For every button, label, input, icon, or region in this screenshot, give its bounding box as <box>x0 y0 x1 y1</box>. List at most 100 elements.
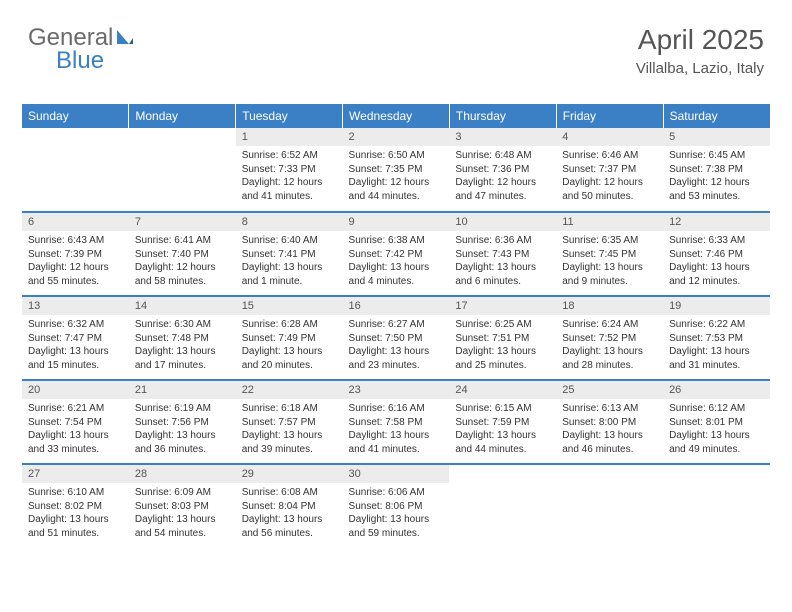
calendar-cell: 22Sunrise: 6:18 AMSunset: 7:57 PMDayligh… <box>236 380 343 464</box>
calendar-cell <box>22 128 129 212</box>
calendar-cell: 24Sunrise: 6:15 AMSunset: 7:59 PMDayligh… <box>449 380 556 464</box>
day-details: Sunrise: 6:33 AMSunset: 7:46 PMDaylight:… <box>663 231 770 294</box>
calendar-cell <box>449 464 556 548</box>
day-number: 13 <box>22 297 129 315</box>
logo-text-2: Blue <box>56 47 104 74</box>
calendar-cell: 12Sunrise: 6:33 AMSunset: 7:46 PMDayligh… <box>663 212 770 296</box>
day-header: Friday <box>556 104 663 128</box>
day-number: 3 <box>449 128 556 146</box>
day-details: Sunrise: 6:43 AMSunset: 7:39 PMDaylight:… <box>22 231 129 294</box>
day-number: 11 <box>556 213 663 231</box>
calendar-cell: 2Sunrise: 6:50 AMSunset: 7:35 PMDaylight… <box>343 128 450 212</box>
day-number: 16 <box>343 297 450 315</box>
day-number: 14 <box>129 297 236 315</box>
day-details: Sunrise: 6:18 AMSunset: 7:57 PMDaylight:… <box>236 399 343 462</box>
day-details: Sunrise: 6:40 AMSunset: 7:41 PMDaylight:… <box>236 231 343 294</box>
day-number: 4 <box>556 128 663 146</box>
calendar-table: SundayMondayTuesdayWednesdayThursdayFrid… <box>22 104 770 548</box>
day-details: Sunrise: 6:15 AMSunset: 7:59 PMDaylight:… <box>449 399 556 462</box>
day-details: Sunrise: 6:10 AMSunset: 8:02 PMDaylight:… <box>22 483 129 546</box>
day-details: Sunrise: 6:52 AMSunset: 7:33 PMDaylight:… <box>236 146 343 209</box>
calendar-cell: 18Sunrise: 6:24 AMSunset: 7:52 PMDayligh… <box>556 296 663 380</box>
day-number: 30 <box>343 465 450 483</box>
day-header: Tuesday <box>236 104 343 128</box>
day-details: Sunrise: 6:50 AMSunset: 7:35 PMDaylight:… <box>343 146 450 209</box>
calendar-cell <box>129 128 236 212</box>
day-number: 28 <box>129 465 236 483</box>
day-number: 9 <box>343 213 450 231</box>
day-header: Saturday <box>663 104 770 128</box>
day-details: Sunrise: 6:48 AMSunset: 7:36 PMDaylight:… <box>449 146 556 209</box>
day-details: Sunrise: 6:13 AMSunset: 8:00 PMDaylight:… <box>556 399 663 462</box>
day-details: Sunrise: 6:21 AMSunset: 7:54 PMDaylight:… <box>22 399 129 462</box>
day-number: 12 <box>663 213 770 231</box>
day-details: Sunrise: 6:45 AMSunset: 7:38 PMDaylight:… <box>663 146 770 209</box>
day-details: Sunrise: 6:28 AMSunset: 7:49 PMDaylight:… <box>236 315 343 378</box>
day-number: 23 <box>343 381 450 399</box>
logo-sail-icon <box>115 25 135 53</box>
calendar-cell: 1Sunrise: 6:52 AMSunset: 7:33 PMDaylight… <box>236 128 343 212</box>
day-details: Sunrise: 6:35 AMSunset: 7:45 PMDaylight:… <box>556 231 663 294</box>
day-number: 19 <box>663 297 770 315</box>
day-number: 26 <box>663 381 770 399</box>
day-number: 17 <box>449 297 556 315</box>
calendar-week-row: 20Sunrise: 6:21 AMSunset: 7:54 PMDayligh… <box>22 380 770 464</box>
calendar-cell: 7Sunrise: 6:41 AMSunset: 7:40 PMDaylight… <box>129 212 236 296</box>
day-details: Sunrise: 6:38 AMSunset: 7:42 PMDaylight:… <box>343 231 450 294</box>
day-details: Sunrise: 6:46 AMSunset: 7:37 PMDaylight:… <box>556 146 663 209</box>
calendar-cell: 30Sunrise: 6:06 AMSunset: 8:06 PMDayligh… <box>343 464 450 548</box>
day-details: Sunrise: 6:41 AMSunset: 7:40 PMDaylight:… <box>129 231 236 294</box>
day-details: Sunrise: 6:22 AMSunset: 7:53 PMDaylight:… <box>663 315 770 378</box>
calendar-cell: 8Sunrise: 6:40 AMSunset: 7:41 PMDaylight… <box>236 212 343 296</box>
logo: General Blue <box>28 24 135 81</box>
calendar-cell: 29Sunrise: 6:08 AMSunset: 8:04 PMDayligh… <box>236 464 343 548</box>
calendar-cell: 26Sunrise: 6:12 AMSunset: 8:01 PMDayligh… <box>663 380 770 464</box>
calendar-cell: 28Sunrise: 6:09 AMSunset: 8:03 PMDayligh… <box>129 464 236 548</box>
calendar-week-row: 13Sunrise: 6:32 AMSunset: 7:47 PMDayligh… <box>22 296 770 380</box>
day-number: 6 <box>22 213 129 231</box>
day-number: 22 <box>236 381 343 399</box>
calendar-cell: 15Sunrise: 6:28 AMSunset: 7:49 PMDayligh… <box>236 296 343 380</box>
calendar-cell: 6Sunrise: 6:43 AMSunset: 7:39 PMDaylight… <box>22 212 129 296</box>
calendar-cell: 19Sunrise: 6:22 AMSunset: 7:53 PMDayligh… <box>663 296 770 380</box>
day-number: 18 <box>556 297 663 315</box>
calendar-header-row: SundayMondayTuesdayWednesdayThursdayFrid… <box>22 104 770 128</box>
calendar-cell: 11Sunrise: 6:35 AMSunset: 7:45 PMDayligh… <box>556 212 663 296</box>
calendar-cell: 4Sunrise: 6:46 AMSunset: 7:37 PMDaylight… <box>556 128 663 212</box>
calendar-cell: 13Sunrise: 6:32 AMSunset: 7:47 PMDayligh… <box>22 296 129 380</box>
calendar-week-row: 1Sunrise: 6:52 AMSunset: 7:33 PMDaylight… <box>22 128 770 212</box>
day-number: 15 <box>236 297 343 315</box>
day-number: 29 <box>236 465 343 483</box>
calendar-week-row: 27Sunrise: 6:10 AMSunset: 8:02 PMDayligh… <box>22 464 770 548</box>
day-details: Sunrise: 6:27 AMSunset: 7:50 PMDaylight:… <box>343 315 450 378</box>
calendar-cell <box>663 464 770 548</box>
calendar-cell: 5Sunrise: 6:45 AMSunset: 7:38 PMDaylight… <box>663 128 770 212</box>
day-number: 27 <box>22 465 129 483</box>
day-details: Sunrise: 6:09 AMSunset: 8:03 PMDaylight:… <box>129 483 236 546</box>
day-header: Sunday <box>22 104 129 128</box>
day-details: Sunrise: 6:08 AMSunset: 8:04 PMDaylight:… <box>236 483 343 546</box>
calendar-cell: 14Sunrise: 6:30 AMSunset: 7:48 PMDayligh… <box>129 296 236 380</box>
day-header: Wednesday <box>343 104 450 128</box>
calendar-cell <box>556 464 663 548</box>
calendar-cell: 20Sunrise: 6:21 AMSunset: 7:54 PMDayligh… <box>22 380 129 464</box>
calendar-cell: 17Sunrise: 6:25 AMSunset: 7:51 PMDayligh… <box>449 296 556 380</box>
day-details: Sunrise: 6:24 AMSunset: 7:52 PMDaylight:… <box>556 315 663 378</box>
calendar-cell: 25Sunrise: 6:13 AMSunset: 8:00 PMDayligh… <box>556 380 663 464</box>
day-number: 24 <box>449 381 556 399</box>
day-number: 7 <box>129 213 236 231</box>
month-title: April 2025 <box>636 24 764 56</box>
calendar-cell: 10Sunrise: 6:36 AMSunset: 7:43 PMDayligh… <box>449 212 556 296</box>
day-number: 20 <box>22 381 129 399</box>
day-details: Sunrise: 6:32 AMSunset: 7:47 PMDaylight:… <box>22 315 129 378</box>
calendar-cell: 9Sunrise: 6:38 AMSunset: 7:42 PMDaylight… <box>343 212 450 296</box>
calendar-body: 1Sunrise: 6:52 AMSunset: 7:33 PMDaylight… <box>22 128 770 548</box>
day-number: 5 <box>663 128 770 146</box>
day-details: Sunrise: 6:19 AMSunset: 7:56 PMDaylight:… <box>129 399 236 462</box>
day-number: 1 <box>236 128 343 146</box>
day-details: Sunrise: 6:16 AMSunset: 7:58 PMDaylight:… <box>343 399 450 462</box>
day-number: 2 <box>343 128 450 146</box>
day-details: Sunrise: 6:36 AMSunset: 7:43 PMDaylight:… <box>449 231 556 294</box>
day-header: Thursday <box>449 104 556 128</box>
day-number: 21 <box>129 381 236 399</box>
